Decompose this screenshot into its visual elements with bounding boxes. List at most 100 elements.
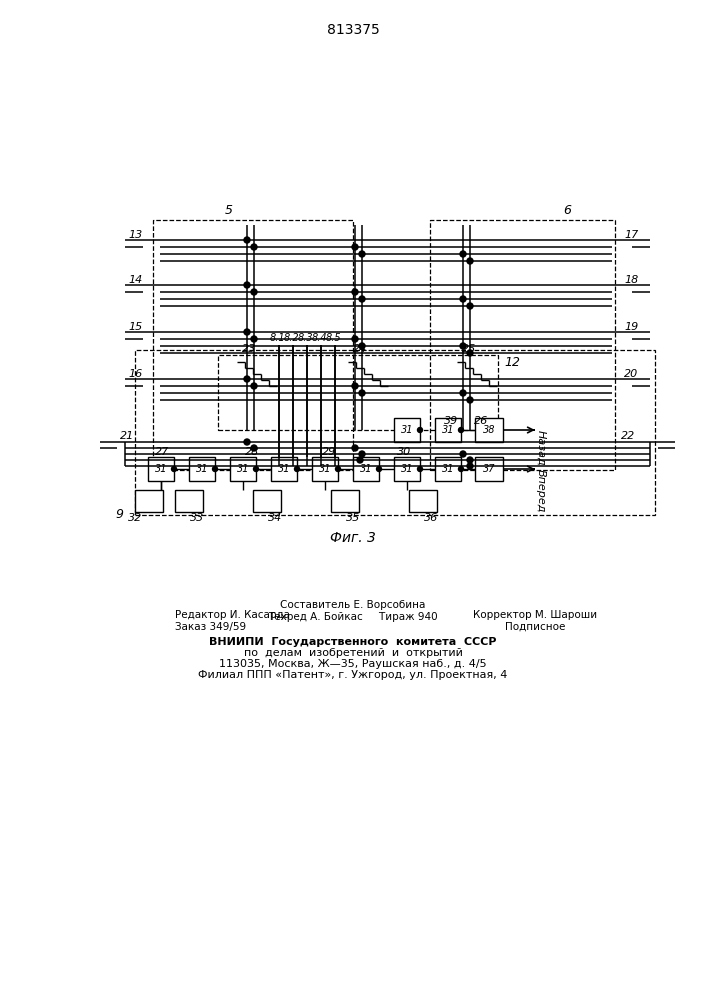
Text: Редактор И. Касарда: Редактор И. Касарда bbox=[175, 610, 290, 620]
Circle shape bbox=[418, 466, 423, 472]
Bar bbox=[394, 457, 420, 481]
Circle shape bbox=[244, 376, 250, 382]
Circle shape bbox=[467, 397, 473, 403]
Text: 31: 31 bbox=[155, 464, 168, 474]
Text: 8.3: 8.3 bbox=[297, 333, 312, 343]
Bar bbox=[475, 457, 503, 481]
Text: 39: 39 bbox=[444, 416, 458, 426]
Circle shape bbox=[352, 383, 358, 389]
Bar bbox=[153, 220, 353, 470]
Circle shape bbox=[460, 251, 466, 257]
Circle shape bbox=[359, 343, 365, 349]
Text: Вперед: Вперед bbox=[536, 469, 546, 512]
Circle shape bbox=[352, 336, 358, 342]
Text: 35: 35 bbox=[346, 513, 361, 523]
Circle shape bbox=[295, 466, 300, 472]
Text: 8.4: 8.4 bbox=[311, 333, 327, 343]
Circle shape bbox=[251, 336, 257, 342]
Circle shape bbox=[352, 244, 358, 250]
Text: 813375: 813375 bbox=[327, 23, 380, 37]
Text: 12: 12 bbox=[504, 357, 520, 369]
Circle shape bbox=[251, 244, 257, 250]
Text: 15: 15 bbox=[128, 322, 142, 332]
Circle shape bbox=[467, 457, 473, 463]
Bar bbox=[430, 220, 615, 470]
Bar bbox=[230, 457, 256, 481]
Text: 19: 19 bbox=[624, 322, 638, 332]
Circle shape bbox=[244, 439, 250, 445]
Circle shape bbox=[359, 251, 365, 257]
Text: 31: 31 bbox=[442, 464, 455, 474]
Text: 31: 31 bbox=[401, 425, 414, 435]
Text: по  делам  изобретений  и  открытий: по делам изобретений и открытий bbox=[244, 648, 462, 658]
Bar bbox=[148, 457, 174, 481]
Circle shape bbox=[359, 451, 365, 457]
Text: 25: 25 bbox=[462, 344, 477, 354]
Text: 31: 31 bbox=[401, 464, 414, 474]
Bar bbox=[435, 457, 461, 481]
Text: 16: 16 bbox=[128, 369, 142, 379]
Circle shape bbox=[460, 451, 466, 457]
Text: 22: 22 bbox=[621, 431, 636, 441]
Circle shape bbox=[357, 457, 363, 463]
Circle shape bbox=[359, 296, 365, 302]
Bar bbox=[218, 355, 498, 430]
Text: Корректор М. Шароши: Корректор М. Шароши bbox=[473, 610, 597, 620]
Bar bbox=[189, 457, 215, 481]
Text: 31: 31 bbox=[442, 425, 455, 435]
Bar bbox=[135, 490, 163, 512]
Text: 8.1: 8.1 bbox=[269, 333, 285, 343]
Circle shape bbox=[460, 296, 466, 302]
Text: 8.2: 8.2 bbox=[284, 333, 299, 343]
Text: 20: 20 bbox=[624, 369, 638, 379]
Text: Составитель Е. Ворсобина: Составитель Е. Ворсобина bbox=[280, 600, 426, 610]
Bar bbox=[312, 457, 338, 481]
Text: 9: 9 bbox=[115, 508, 123, 520]
Text: 32: 32 bbox=[128, 513, 142, 523]
Circle shape bbox=[460, 343, 466, 349]
Text: 5: 5 bbox=[225, 204, 233, 217]
Circle shape bbox=[251, 445, 257, 451]
Text: 24: 24 bbox=[353, 344, 367, 354]
Circle shape bbox=[244, 329, 250, 335]
Text: Филиал ППП «Патент», г. Ужгород, ул. Проектная, 4: Филиал ППП «Патент», г. Ужгород, ул. Про… bbox=[198, 670, 508, 680]
Text: 28: 28 bbox=[245, 447, 259, 457]
Circle shape bbox=[467, 303, 473, 309]
Text: 21: 21 bbox=[120, 431, 134, 441]
Text: Техред А. Бойкас     Тираж 940: Техред А. Бойкас Тираж 940 bbox=[268, 612, 438, 622]
Text: Фиг. 3: Фиг. 3 bbox=[330, 531, 376, 545]
Text: 13: 13 bbox=[128, 230, 142, 240]
Text: 8.5: 8.5 bbox=[325, 333, 341, 343]
Text: 36: 36 bbox=[424, 513, 438, 523]
Circle shape bbox=[251, 383, 257, 389]
Text: 27: 27 bbox=[155, 447, 169, 457]
Text: Заказ 349/59: Заказ 349/59 bbox=[175, 622, 246, 632]
Text: 31: 31 bbox=[237, 464, 250, 474]
Text: 29: 29 bbox=[322, 447, 337, 457]
Bar bbox=[253, 490, 281, 512]
Circle shape bbox=[418, 428, 423, 432]
Text: 17: 17 bbox=[624, 230, 638, 240]
Circle shape bbox=[352, 445, 358, 451]
Text: 26: 26 bbox=[474, 416, 489, 426]
Circle shape bbox=[459, 466, 464, 472]
Text: ВНИИПИ  Государственного  комитета  СССР: ВНИИПИ Государственного комитета СССР bbox=[209, 637, 497, 647]
Bar bbox=[394, 418, 420, 442]
Text: 30: 30 bbox=[397, 447, 411, 457]
Text: Назад: Назад bbox=[536, 430, 546, 466]
Text: 31: 31 bbox=[278, 464, 291, 474]
Text: 34: 34 bbox=[268, 513, 282, 523]
Circle shape bbox=[336, 466, 341, 472]
Bar bbox=[409, 490, 437, 512]
Text: 31: 31 bbox=[360, 464, 373, 474]
Circle shape bbox=[244, 282, 250, 288]
Bar bbox=[135, 350, 655, 515]
Circle shape bbox=[467, 350, 473, 356]
Text: 113035, Москва, Ж—35, Раушская наб., д. 4/5: 113035, Москва, Ж—35, Раушская наб., д. … bbox=[219, 659, 487, 669]
Bar bbox=[435, 418, 461, 442]
Bar bbox=[331, 490, 359, 512]
Bar bbox=[175, 490, 203, 512]
Circle shape bbox=[459, 428, 464, 432]
Text: 14: 14 bbox=[128, 275, 142, 285]
Text: 31: 31 bbox=[319, 464, 332, 474]
